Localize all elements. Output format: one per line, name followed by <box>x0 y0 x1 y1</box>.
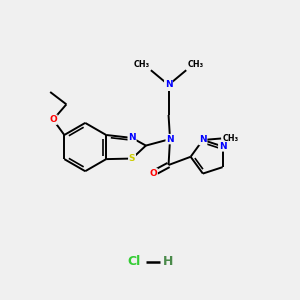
Text: CH₃: CH₃ <box>222 134 239 143</box>
Text: O: O <box>49 115 57 124</box>
Text: Cl: Cl <box>127 255 140 268</box>
Text: N: N <box>166 135 174 144</box>
Text: N: N <box>219 142 226 151</box>
Text: N: N <box>165 80 172 89</box>
Text: H: H <box>163 255 173 268</box>
Text: O: O <box>149 169 157 178</box>
Text: N: N <box>199 136 207 145</box>
Text: N: N <box>128 134 136 142</box>
Text: S: S <box>129 154 135 163</box>
Text: CH₃: CH₃ <box>188 60 204 69</box>
Text: CH₃: CH₃ <box>133 60 149 69</box>
